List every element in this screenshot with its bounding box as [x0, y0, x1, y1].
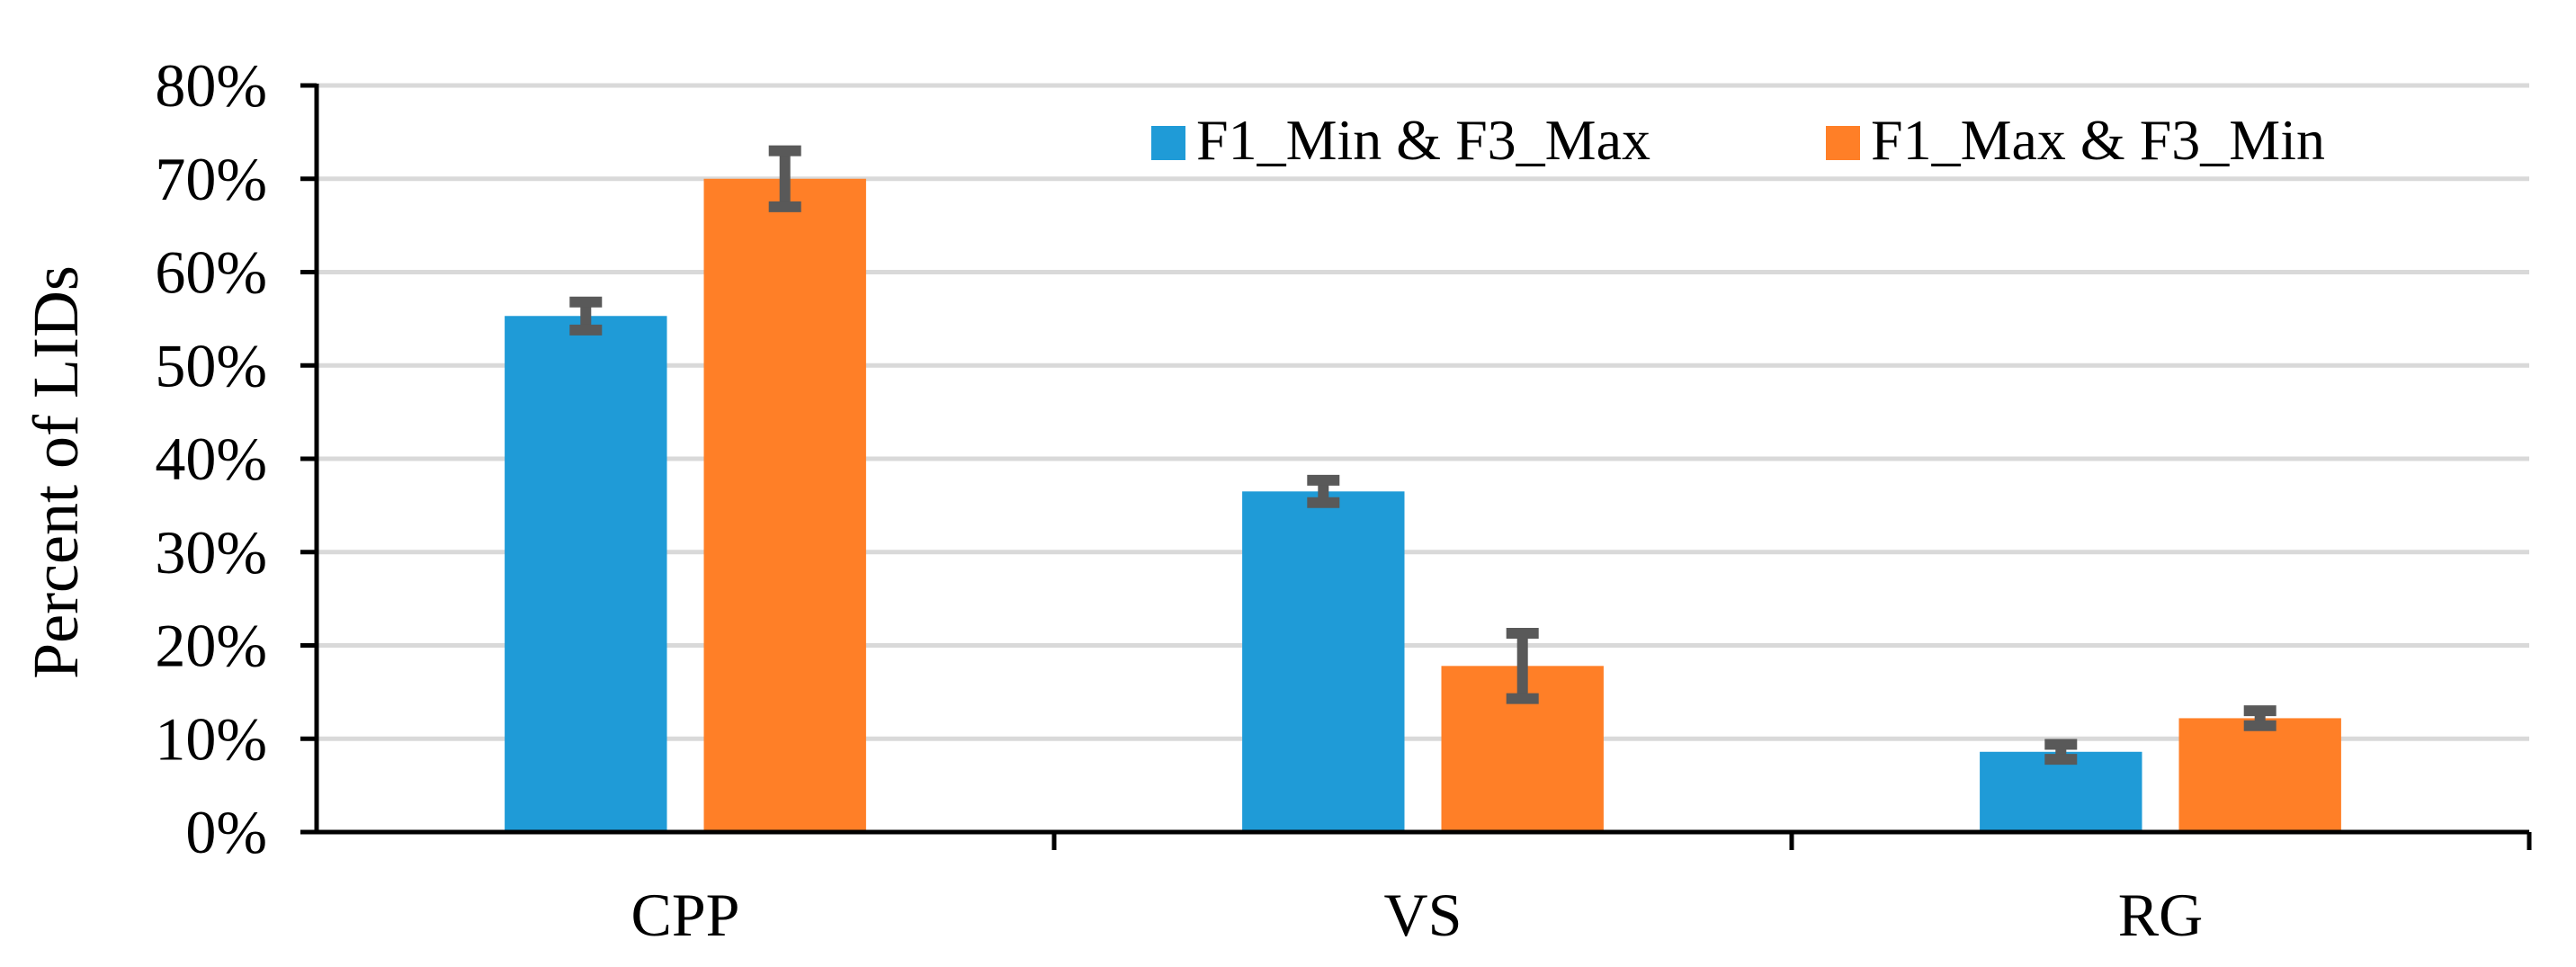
y-tick-label: 50%: [155, 331, 267, 399]
axes-group: [300, 83, 2532, 850]
y-tick-label: 0%: [185, 798, 267, 866]
legend-swatch: [1151, 126, 1185, 160]
error-bar: [2243, 705, 2276, 731]
gridlines: [317, 83, 2529, 741]
bar: [703, 178, 866, 832]
y-tick-label: 30%: [155, 518, 267, 586]
bar: [505, 316, 667, 832]
bar: [2178, 718, 2341, 832]
bar: [1242, 491, 1405, 832]
error-bars-group: [569, 145, 2276, 766]
x-category-label: VS: [1384, 881, 1462, 949]
legend-label: F1_Min & F3_Max: [1196, 108, 1650, 172]
x-category-labels: CPP VS RG: [631, 881, 2204, 949]
y-tick-label: 20%: [155, 612, 267, 680]
y-tick-label: 60%: [155, 238, 267, 307]
y-tick-label: 70%: [155, 145, 267, 213]
bars-group: [505, 178, 2341, 832]
error-bar: [1307, 474, 1340, 508]
y-axis-title: Percent of LIDs: [20, 265, 92, 679]
x-category-label: RG: [2118, 881, 2203, 949]
bar: [1980, 751, 2142, 832]
error-bar: [569, 296, 603, 336]
y-tick-label: 80%: [155, 51, 267, 120]
legend-item: F1_Min & F3_Max: [1151, 108, 1650, 172]
legend-label: F1_Max & F3_Min: [1871, 108, 2325, 172]
y-tick-label: 10%: [155, 704, 267, 773]
y-tick-labels: 0% 10% 20% 30% 40% 50% 60% 70% 80%: [155, 51, 267, 866]
legend-swatch: [1826, 126, 1860, 160]
error-bar: [2044, 739, 2078, 766]
y-tick-label: 40%: [155, 425, 267, 493]
legend-item: F1_Max & F3_Min: [1826, 108, 2325, 172]
error-bar: [768, 145, 801, 212]
legend: F1_Min & F3_Max F1_Max & F3_Min: [1151, 108, 2325, 172]
error-bar: [1506, 628, 1539, 704]
x-category-label: CPP: [631, 881, 740, 949]
